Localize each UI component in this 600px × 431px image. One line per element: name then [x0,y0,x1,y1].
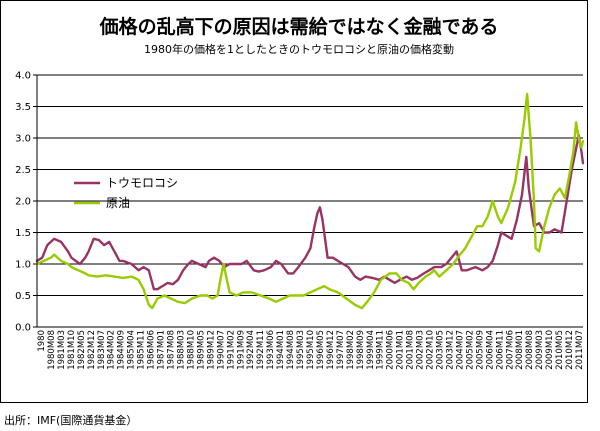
x-tick-label: 1987M01 [157,330,167,370]
series-line-1 [35,133,585,291]
x-tick-label: 1985M04 [127,330,137,370]
x-tick-label: 2004M07 [455,330,465,370]
chart-frame [0,0,588,403]
x-tick-label: 1998M09 [356,330,366,370]
x-tick-label: 2008M01 [515,330,525,370]
x-tick-label: 1991M02 [226,330,236,370]
x-tick-label: 1995M10 [306,330,316,370]
x-tick-label: 1982M12 [87,330,97,370]
x-tick-label: 1999M11 [376,330,386,370]
x-tick-label: 1986M06 [147,330,157,370]
x-tick-label: 2005M09 [475,330,485,370]
x-tick-label: 2010M05 [555,330,565,370]
x-tick-label: 1988M03 [176,330,186,370]
y-axis-ticks: 0.0 0.5 1.0 1.5 2.0 2.5 3.0 3.5 4.0 [15,71,37,334]
x-tick-label: 2008M08 [525,330,535,370]
x-tick-label: 1984M09 [117,330,127,370]
x-tick-label: 2007M06 [505,330,515,370]
x-tick-label: 1980 [37,330,47,352]
y-tick-label: 2.0 [15,197,31,208]
y-tick-label: 3.5 [15,102,31,113]
y-tick-label: 1.5 [15,228,31,239]
gridlines [37,74,583,296]
series-lines [35,92,585,310]
x-axis-ticks: 1980 1980M08 1981M03 1981M10 1982M05 1982M12 1… [37,330,585,370]
chart: 価格の乱高下の原因は需給ではなく金融である 1980年の価格を1としたときのトウ… [15,15,585,370]
y-tick-label: 2.5 [15,165,31,176]
x-tick-label: 2001M01 [396,330,406,370]
x-tick-label: 1980M08 [47,330,57,370]
x-tick-label: 1994M08 [286,330,296,370]
x-tick-label: 2006M04 [485,330,495,370]
x-tick-label: 2003M12 [445,330,455,370]
x-tick-label: 2003M05 [436,330,446,370]
x-tick-label: 1990M07 [216,330,226,370]
x-tick-label: 1985M11 [137,330,147,370]
x-tick-label: 2005M02 [465,330,475,370]
x-tick-label: 2001M08 [406,330,416,370]
x-tick-label: 2010M12 [565,330,575,370]
x-tick-label: 1982M05 [77,330,87,370]
x-tick-label: 2006M11 [495,330,505,370]
x-tick-label: 1992M04 [246,330,256,370]
x-tick-label: 1993M06 [266,330,276,370]
x-tick-label: 1984M02 [107,330,117,370]
x-tick-label: 2009M10 [545,330,555,370]
y-tick-label: 1.0 [15,260,31,271]
y-tick-label: 0.0 [15,323,31,334]
x-tick-label: 1989M12 [206,330,216,370]
x-tick-label: 2002M10 [426,330,436,370]
x-tick-label: 2000M06 [386,330,396,370]
x-tick-label: 1981M10 [67,330,77,370]
legend-label: 原油 [106,196,130,210]
x-tick-label: 2011M07 [575,330,585,370]
chart-title: 価格の乱高下の原因は需給ではなく金融である [99,15,499,38]
series-line-2 [35,92,585,310]
x-tick-label: 1987M08 [167,330,177,370]
x-tick-label: 1994M01 [276,330,286,370]
x-tick-label: 1988M10 [186,330,196,370]
x-tick-label: 1997M07 [336,330,346,370]
x-tick-label: 1991M09 [236,330,246,370]
x-tick-label: 2002M03 [416,330,426,370]
source-note: 出所：IMF(国際通貨基金） [4,414,138,427]
chart-subtitle: 1980年の価格を1としたときのトウモロコシと原油の価格変動 [144,42,454,56]
x-tick-label: 1999M04 [366,330,376,370]
y-tick-label: 4.0 [15,71,31,82]
x-tick-label: 1992M11 [256,330,266,370]
legend-label: トウモロコシ [106,176,178,190]
x-tick-label: 1995M03 [296,330,306,370]
x-tick-label: 1996M12 [326,330,336,370]
x-tick-label: 1998M02 [346,330,356,370]
x-tick-label: 2009M03 [535,330,545,370]
x-tick-label: 1981M03 [57,330,67,370]
y-tick-label: 0.5 [15,291,31,302]
y-tick-label: 3.0 [15,134,31,145]
x-tick-label: 1983M07 [97,330,107,370]
x-tick-label: 1996M05 [316,330,326,370]
x-tick-label: 1989M05 [196,330,206,370]
